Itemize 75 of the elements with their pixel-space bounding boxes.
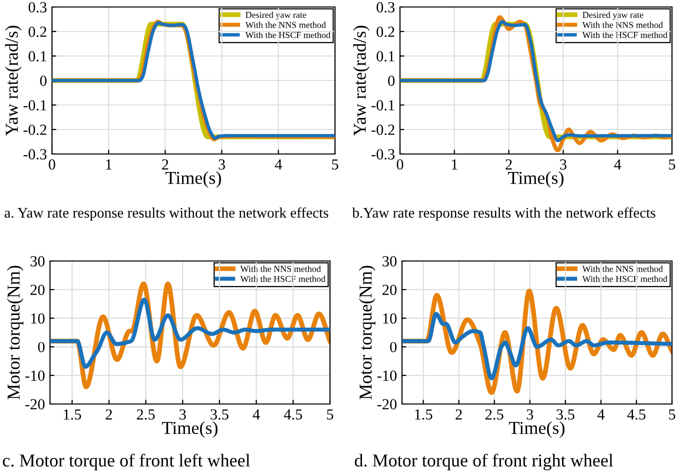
x-tick-label: 5 (669, 159, 676, 170)
x-tick-label: 3 (180, 409, 186, 420)
y-tick-label: 20 (30, 284, 45, 296)
legend-label: With the NNS method (245, 22, 326, 28)
x-axis-title: Time(s) (162, 421, 218, 438)
y-tick-label: 0 (388, 76, 395, 86)
y-tick-label: -0.3 (372, 149, 395, 160)
legend-label: Desired yaw rate (246, 12, 306, 20)
y-tick-label: 0.1 (28, 51, 46, 62)
y-tick-label: 30 (382, 256, 397, 266)
text: a. Yaw rate response results without the network effects (4, 207, 328, 221)
x-tick-label: 4.5 (627, 409, 646, 420)
x-tick-label: 0 (48, 159, 56, 170)
y-tick-label: -10 (377, 370, 397, 381)
y-tick-label: -20 (25, 399, 45, 410)
x-tick-label: 1 (452, 159, 458, 170)
x-tick-label: 2 (162, 159, 168, 170)
legend-label: With the NNS method (582, 22, 663, 28)
x-tick-label: 1 (106, 159, 112, 170)
y-tick-label: 0.1 (376, 51, 394, 62)
x-tick-label: 2 (456, 409, 462, 420)
y-tick-label: 30 (30, 256, 45, 266)
legend-label: With the HSCF method (582, 32, 668, 38)
x-tick-label: 5 (669, 409, 676, 420)
x-tick-label: 4 (614, 159, 622, 170)
y-tick-label: -0.1 (24, 100, 46, 111)
x-axis-title: Time(s) (509, 421, 564, 438)
y-axis-title: Motor torque(Nm) (7, 266, 24, 400)
x-tick-label: 4.5 (284, 409, 302, 420)
text: c. Motor torque of front left wheel (2, 454, 250, 470)
y-tick-label: -0.2 (24, 124, 46, 136)
y-axis-title: Yaw rate(rad/s) (5, 26, 22, 136)
y-tick-label: -10 (25, 370, 45, 381)
x-tick-label: 2.5 (485, 409, 504, 420)
legend-label: Desired yaw rate (582, 12, 644, 20)
x-tick-label: 2.5 (136, 409, 155, 420)
y-tick-label: -0.2 (372, 124, 394, 136)
x-tick-label: 2 (106, 409, 112, 420)
legend-label: With the HSCF method (240, 276, 326, 282)
x-axis-title: Time(s) (508, 171, 564, 188)
x-tick-label: 3 (526, 409, 534, 420)
y-tick-label: 20 (382, 284, 397, 296)
y-tick-label: 10 (383, 313, 397, 324)
x-tick-label: 3 (560, 159, 566, 170)
x-tick-label: 3.5 (210, 409, 228, 420)
x-tick-label: 1.5 (415, 409, 432, 420)
legend-label: With the NNS method (582, 266, 663, 272)
y-tick-label: 0.3 (376, 2, 395, 13)
x-tick-label: 1.5 (64, 409, 82, 420)
legend-label: With the NNS method (240, 266, 321, 272)
y-tick-label: -0.3 (24, 149, 47, 160)
y-tick-label: 10 (31, 313, 45, 324)
y-tick-label: 0.3 (28, 2, 47, 13)
y-tick-label: 0.2 (376, 26, 394, 38)
x-tick-label: 2 (506, 159, 512, 170)
text: b.Yaw rate response results with the network effects (352, 207, 656, 221)
y-tick-label: 0 (390, 342, 397, 352)
y-tick-label: 0.2 (28, 26, 46, 38)
x-tick-label: 4 (274, 159, 282, 170)
y-tick-label: -20 (377, 399, 397, 410)
text: d. Motor torque of front right wheel (354, 454, 614, 470)
y-tick-label: 0 (40, 76, 47, 86)
x-tick-label: 5 (332, 159, 338, 170)
legend-label: With the HSCF method (245, 32, 330, 38)
y-tick-label: 0 (38, 342, 45, 352)
y-tick-label: -0.1 (372, 100, 394, 111)
x-tick-label: 5 (327, 409, 334, 420)
x-axis-title: Time(s) (166, 171, 221, 188)
legend-label: With the HSCF method (582, 276, 668, 282)
y-axis-title: Yaw rate(rad/s) (353, 26, 370, 136)
y-axis-title: Motor torque(Nm) (359, 266, 376, 400)
x-tick-label: 3.5 (556, 409, 574, 420)
x-tick-label: 4 (597, 409, 605, 420)
x-tick-label: 3 (218, 159, 226, 170)
x-tick-label: 4 (252, 409, 260, 420)
